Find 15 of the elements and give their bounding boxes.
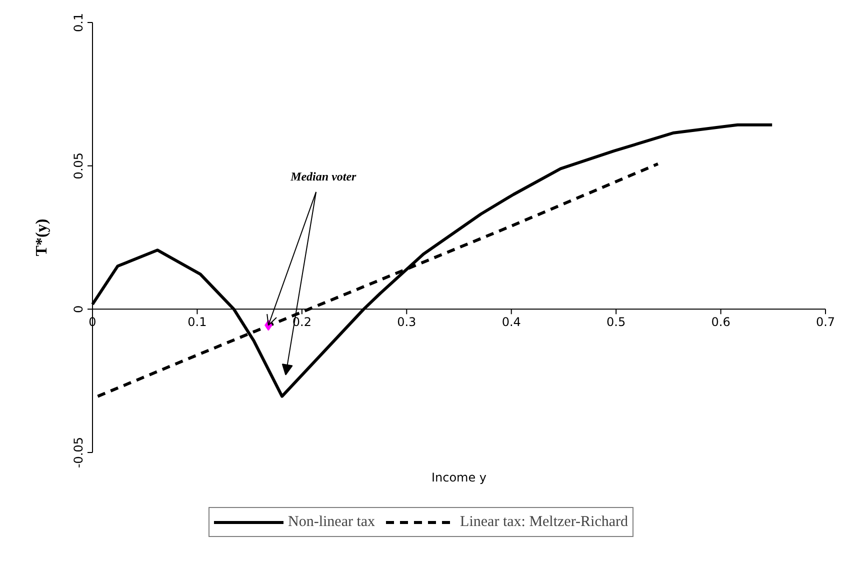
x-tick-label: 0.4	[502, 315, 521, 330]
annotation: Median voter	[290, 169, 357, 184]
y-axis-title: T*(y)	[34, 218, 50, 256]
x-tick-label: 0.1	[188, 315, 207, 330]
legend-label: Linear tax: Meltzer-Richard	[460, 514, 628, 530]
x-tick-label: 0.6	[711, 315, 730, 330]
x-tick-label: 0.7	[816, 315, 836, 330]
x-axis-title: Income y	[431, 470, 487, 484]
x-tick-label: 0.3	[397, 315, 416, 330]
legend-label: Non-linear tax	[288, 514, 376, 530]
y-tick-label: -0.05	[72, 436, 86, 468]
y-tick-label: 0	[72, 305, 86, 313]
x-tick-label: 0.5	[606, 315, 626, 330]
y-tick-label: 0.05	[72, 152, 86, 180]
y-tick-label: 0.1	[72, 12, 86, 32]
